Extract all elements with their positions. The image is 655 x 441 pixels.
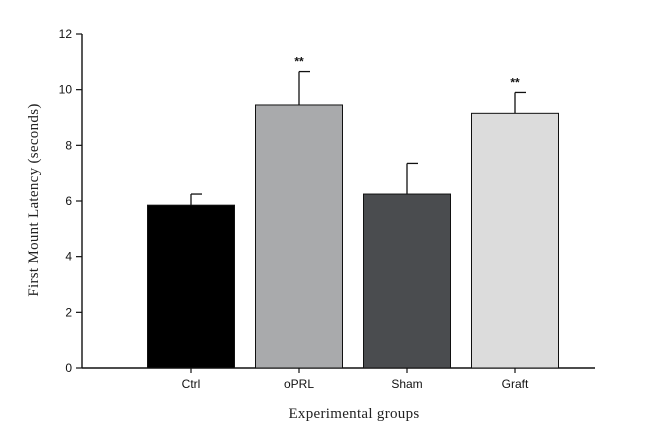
x-axis-title: Experimental groups — [288, 406, 419, 422]
x-tick-label-graft: Graft — [502, 377, 529, 391]
bar-oprl — [255, 104, 343, 369]
significance-label-graft: ** — [510, 75, 520, 89]
bar-sham — [363, 193, 451, 369]
y-tick-label: 12 — [59, 27, 73, 41]
significance-label-oprl: ** — [294, 55, 304, 69]
y-tick-label: 8 — [65, 138, 72, 152]
y-tick-label: 10 — [59, 83, 73, 97]
y-tick-label: 2 — [65, 305, 72, 319]
bar-ctrl — [147, 204, 235, 369]
x-tick-label-oprl: oPRL — [284, 377, 314, 391]
plot-area: 0 2 4 6 8 10 12 Ctrl oPRL ** Sham Graft ** — [59, 27, 595, 391]
y-axis-title: First Mount Latency (seconds) — [26, 103, 42, 296]
bar-graft — [471, 112, 559, 369]
x-tick-label-ctrl: Ctrl — [182, 377, 201, 391]
y-tick-label: 0 — [65, 361, 72, 375]
y-tick-label: 4 — [65, 250, 72, 264]
x-tick-label-sham: Sham — [391, 377, 422, 391]
y-tick-label: 6 — [65, 194, 72, 208]
